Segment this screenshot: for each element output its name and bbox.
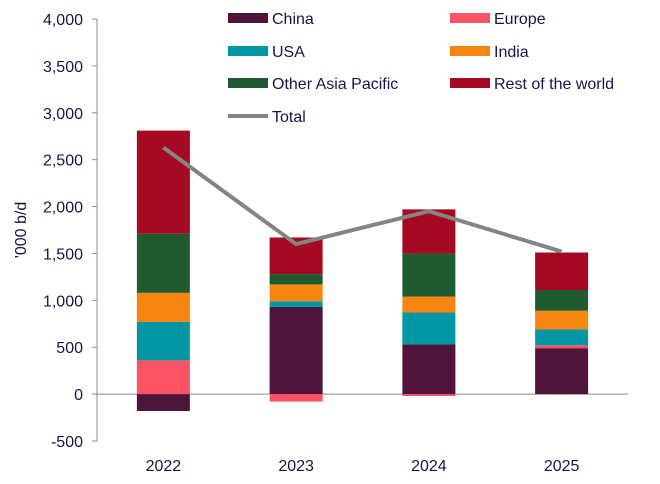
bar-europe-2025	[535, 345, 589, 349]
y-tick-label: 1,000	[43, 293, 83, 310]
x-tick-label: 2023	[278, 458, 314, 475]
bar-other-asia-pacific-2024	[402, 253, 456, 297]
total-line	[162, 145, 563, 254]
y-tick-label: 2,000	[43, 200, 83, 217]
y-tick-label: 3,500	[43, 59, 83, 76]
bar-other-asia-pacific-2023	[269, 274, 323, 285]
bar-india-2025	[535, 310, 589, 330]
x-tick-label: 2025	[544, 458, 580, 475]
x-tick-label: 2022	[146, 458, 182, 475]
bar-other-asia-pacific-2022	[136, 233, 190, 293]
bar-china-2023	[269, 306, 323, 395]
bar-china-2022	[136, 394, 190, 411]
bar-other-asia-pacific-2025	[535, 290, 589, 311]
y-axis-title: '000 b/d	[13, 202, 30, 258]
bar-usa-2025	[535, 329, 589, 346]
y-tick-label: 1,500	[43, 246, 83, 263]
x-tick-label: 2024	[411, 458, 447, 475]
tick-labels: -500 0 500 1,000 1,500 2,000 2,500 3,000 3,500 4,…	[43, 12, 580, 475]
y-tick-label: 3,000	[43, 106, 83, 123]
bar-usa-2022	[136, 321, 190, 361]
bar-europe-2024	[402, 394, 456, 396]
legend: China Europe USA India Other Asia Pacific Res…	[228, 11, 614, 126]
legend-label-other-asia-pacific: Other Asia Pacific	[272, 76, 398, 93]
legend-label-usa: USA	[272, 44, 305, 61]
y-tick-label: -500	[51, 434, 83, 451]
bar-india-2022	[136, 292, 190, 322]
legend-swatch-rest-of-the-world	[450, 78, 490, 88]
legend-swatch-india	[450, 46, 490, 56]
bar-usa-2023	[269, 301, 323, 307]
y-tick-label: 4,000	[43, 12, 83, 29]
legend-swatch-china	[228, 13, 268, 23]
legend-swatch-other-asia-pacific	[228, 78, 268, 88]
legend-swatch-usa	[228, 46, 268, 56]
legend-label-rest-of-the-world: Rest of the world	[494, 76, 614, 93]
bar-rest-of-the-world-2025	[535, 252, 589, 291]
bar-china-2025	[535, 348, 589, 395]
bar-usa-2024	[402, 312, 456, 345]
bar-rest-of-the-world-2022	[136, 130, 190, 234]
bar-china-2024	[402, 344, 456, 395]
legend-swatch-europe	[450, 13, 490, 23]
legend-label-china: China	[272, 11, 314, 28]
legend-label-total: Total	[272, 109, 306, 126]
legend-label-india: India	[494, 44, 529, 61]
bar-india-2024	[402, 296, 456, 313]
legend-label-europe: Europe	[494, 11, 546, 28]
y-tick-label: 0	[74, 387, 83, 404]
y-tick-label: 500	[56, 340, 83, 357]
bar-europe-2023	[269, 394, 323, 402]
bar-europe-2022	[136, 360, 190, 395]
bar-india-2023	[269, 284, 323, 302]
total-line-group	[162, 145, 563, 254]
bars	[136, 130, 589, 411]
y-tick-label: 2,500	[43, 153, 83, 170]
